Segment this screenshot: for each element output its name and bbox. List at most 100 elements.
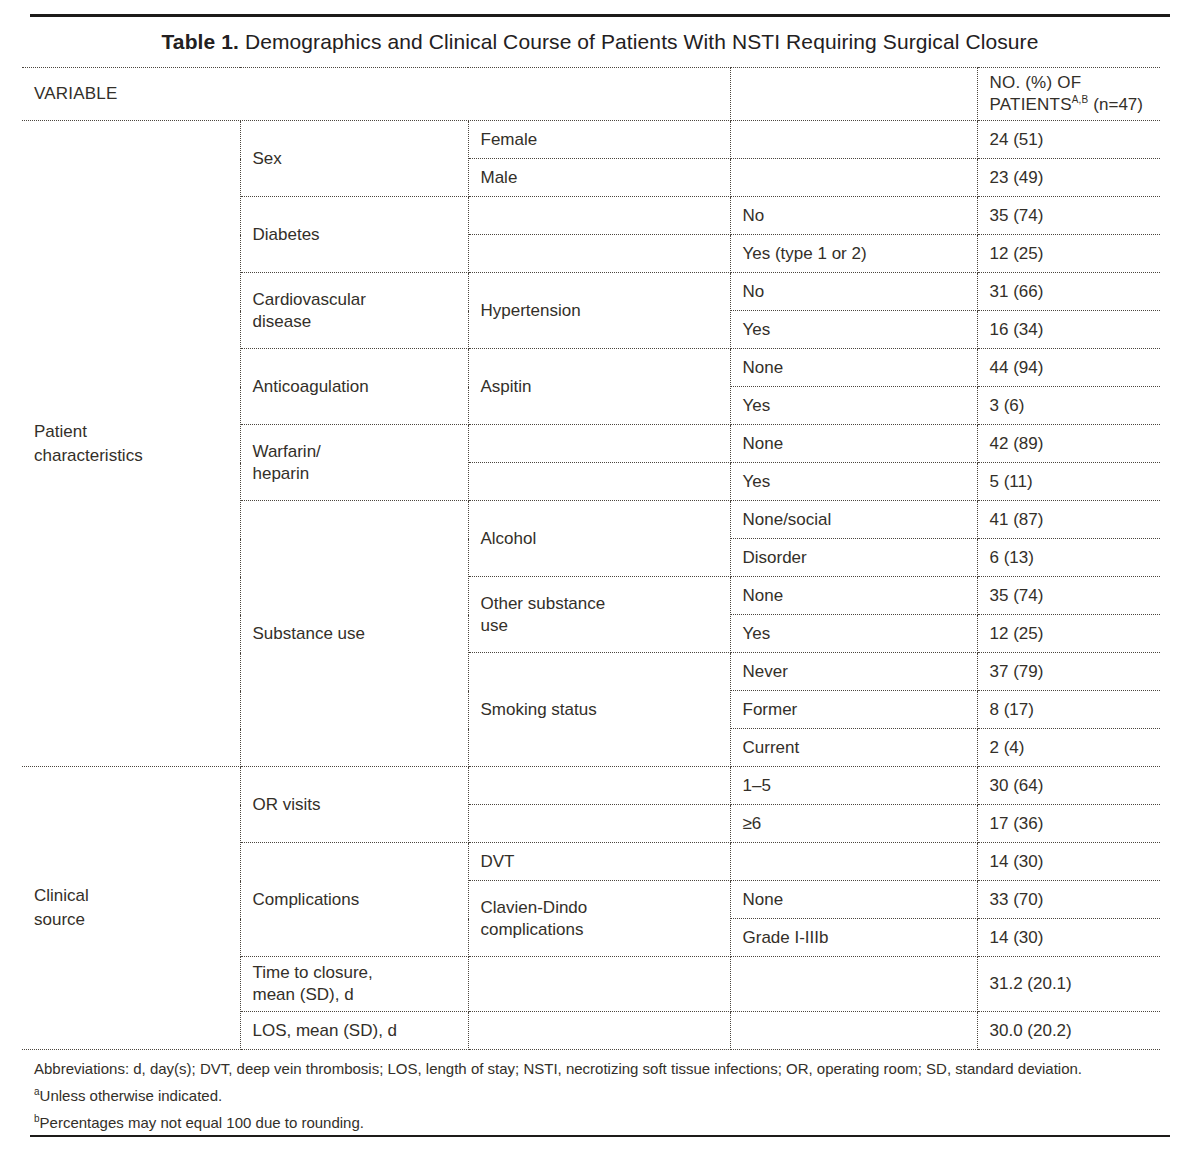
variable-cell-cardiovascular-disease: Cardiovascular disease	[240, 273, 468, 349]
value-cell: 12 (25)	[977, 235, 1160, 273]
value-cell: 8 (17)	[977, 691, 1160, 729]
category-cell: None/social	[730, 501, 977, 539]
value-cell: 12 (25)	[977, 615, 1160, 653]
column-header-patients: NO. (%) OF PATIENTSA,B (n=47)	[977, 68, 1160, 121]
value-cell: 31 (66)	[977, 273, 1160, 311]
value-cell: 3 (6)	[977, 387, 1160, 425]
subvariable-cell-aspitin: Aspitin	[468, 349, 730, 425]
variable-cell-substance-use: Substance use	[240, 501, 468, 767]
column-header-empty	[730, 68, 977, 121]
subvariable-cell-female: Female	[468, 121, 730, 159]
column-header-variable: VARIABLE	[22, 68, 730, 121]
category-cell: Disorder	[730, 539, 977, 577]
category-cell: No	[730, 197, 977, 235]
subvariable-cell-alcohol: Alcohol	[468, 501, 730, 577]
category-cell: ≥6	[730, 805, 977, 843]
value-cell: 30 (64)	[977, 767, 1160, 805]
value-cell: 23 (49)	[977, 159, 1160, 197]
value-cell: 14 (30)	[977, 919, 1160, 957]
category-cell: Grade I-IIIb	[730, 919, 977, 957]
row-or-visits-1-5: Clinical source OR visits 1–5 30 (64)	[22, 767, 1160, 805]
subvariable-cell-empty	[468, 425, 730, 463]
variable-cell-time-to-closure: Time to closure, mean (SD), d	[240, 957, 468, 1012]
category-cell: Never	[730, 653, 977, 691]
category-cell: None	[730, 577, 977, 615]
footnote-b: bPercentages may not equal 100 due to ro…	[34, 1109, 1154, 1133]
category-cell: No	[730, 273, 977, 311]
category-cell: Yes	[730, 463, 977, 501]
subvariable-cell-empty	[468, 957, 730, 1012]
category-cell-empty	[730, 159, 977, 197]
footnote-abbreviations-text: Abbreviations: d, day(s); DVT, deep vein…	[34, 1060, 1082, 1077]
patients-header-n: (n=47)	[1093, 95, 1143, 114]
category-cell: Yes (type 1 or 2)	[730, 235, 977, 273]
category-cell: Yes	[730, 615, 977, 653]
variable-cell-sex: Sex	[240, 121, 468, 197]
subvariable-cell-male: Male	[468, 159, 730, 197]
value-cell: 5 (11)	[977, 463, 1160, 501]
demographics-table: VARIABLE NO. (%) OF PATIENTSA,B (n=47) P…	[22, 67, 1160, 1050]
patients-header-line1: NO. (%) OF	[990, 73, 1082, 92]
value-cell: 17 (36)	[977, 805, 1160, 843]
subvariable-cell-clavien-dindo: Clavien-Dindo complications	[468, 881, 730, 957]
subvariable-cell-empty	[468, 1012, 730, 1050]
category-cell: Yes	[730, 311, 977, 349]
footnote-b-text: Percentages may not equal 100 due to rou…	[40, 1114, 364, 1131]
subvariable-cell-empty	[468, 197, 730, 235]
subvariable-cell-other-substance-use: Other substance use	[468, 577, 730, 653]
value-cell: 37 (79)	[977, 653, 1160, 691]
subvariable-cell-dvt: DVT	[468, 843, 730, 881]
category-cell-empty	[730, 1012, 977, 1050]
category-cell: Current	[730, 729, 977, 767]
subvariable-cell-smoking-status: Smoking status	[468, 653, 730, 767]
category-cell: None	[730, 349, 977, 387]
group-cell-clinical-source: Clinical source	[22, 767, 240, 1050]
value-cell: 35 (74)	[977, 577, 1160, 615]
patients-header-line2: PATIENTS	[990, 95, 1072, 114]
table-title-label: Table 1.	[162, 30, 239, 53]
category-cell: Former	[730, 691, 977, 729]
variable-cell-anticoagulation: Anticoagulation	[240, 349, 468, 425]
value-cell: 6 (13)	[977, 539, 1160, 577]
category-cell-empty	[730, 957, 977, 1012]
footnote-a: aUnless otherwise indicated.	[34, 1082, 1154, 1106]
value-cell: 42 (89)	[977, 425, 1160, 463]
subvariable-cell-empty	[468, 767, 730, 805]
row-sex-female: Patient characteristics Sex Female 24 (5…	[22, 121, 1160, 159]
value-cell: 31.2 (20.1)	[977, 957, 1160, 1012]
value-cell: 35 (74)	[977, 197, 1160, 235]
bottom-rule	[30, 1135, 1170, 1137]
variable-cell-complications: Complications	[240, 843, 468, 957]
footnotes: Abbreviations: d, day(s); DVT, deep vein…	[34, 1059, 1154, 1133]
category-cell: None	[730, 881, 977, 919]
header-row: VARIABLE NO. (%) OF PATIENTSA,B (n=47)	[22, 68, 1160, 121]
subvariable-cell-empty	[468, 235, 730, 273]
category-cell: 1–5	[730, 767, 977, 805]
value-cell: 30.0 (20.2)	[977, 1012, 1160, 1050]
footnote-abbreviations: Abbreviations: d, day(s); DVT, deep vein…	[34, 1059, 1154, 1079]
table-title: Table 1. Demographics and Clinical Cours…	[0, 0, 1200, 54]
category-cell: Yes	[730, 387, 977, 425]
variable-cell-los: LOS, mean (SD), d	[240, 1012, 468, 1050]
value-cell: 41 (87)	[977, 501, 1160, 539]
table-title-text: Demographics and Clinical Course of Pati…	[245, 30, 1039, 53]
value-cell: 16 (34)	[977, 311, 1160, 349]
top-rule	[30, 14, 1170, 17]
value-cell: 14 (30)	[977, 843, 1160, 881]
subvariable-cell-hypertension: Hypertension	[468, 273, 730, 349]
value-cell: 24 (51)	[977, 121, 1160, 159]
category-cell-empty	[730, 843, 977, 881]
category-cell-empty	[730, 121, 977, 159]
value-cell: 44 (94)	[977, 349, 1160, 387]
variable-cell-or-visits: OR visits	[240, 767, 468, 843]
footnote-a-text: Unless otherwise indicated.	[40, 1087, 223, 1104]
patients-header-superscript: A,B	[1072, 94, 1089, 105]
value-cell: 2 (4)	[977, 729, 1160, 767]
category-cell: None	[730, 425, 977, 463]
variable-cell-diabetes: Diabetes	[240, 197, 468, 273]
variable-cell-warfarin-heparin: Warfarin/ heparin	[240, 425, 468, 501]
group-cell-patient-characteristics: Patient characteristics	[22, 121, 240, 767]
subvariable-cell-empty	[468, 463, 730, 501]
page: Table 1. Demographics and Clinical Cours…	[0, 0, 1200, 1156]
subvariable-cell-empty	[468, 805, 730, 843]
